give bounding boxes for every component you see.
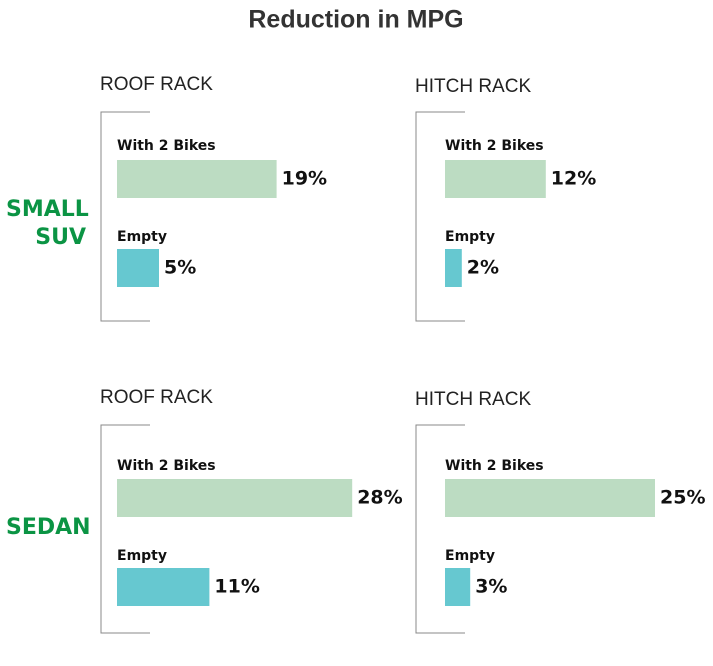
- value-label: 11%: [214, 576, 259, 598]
- panel-title: ROOF RACK: [100, 387, 213, 408]
- value-label: 25%: [660, 487, 705, 509]
- category-label: With 2 Bikes: [117, 458, 216, 474]
- bar: [117, 249, 159, 287]
- category-label: With 2 Bikes: [117, 138, 216, 154]
- category-label: Empty: [117, 229, 167, 245]
- value-label: 3%: [475, 576, 507, 598]
- bar: [445, 160, 546, 198]
- bracket: [100, 111, 150, 322]
- value-label: 28%: [357, 487, 402, 509]
- bar: [445, 568, 471, 606]
- value-label: 12%: [551, 168, 596, 190]
- panel-title: ROOF RACK: [100, 74, 213, 95]
- category-label: Empty: [445, 548, 495, 564]
- bar: [445, 479, 655, 517]
- bracket: [100, 424, 150, 634]
- category-label: With 2 Bikes: [445, 458, 544, 474]
- bracket: [415, 111, 465, 322]
- category-label: With 2 Bikes: [445, 138, 544, 154]
- row-label: SEDAN: [6, 515, 91, 540]
- value-label: 19%: [282, 168, 327, 190]
- value-label: 2%: [467, 257, 499, 279]
- bar: [445, 249, 462, 287]
- bracket: [415, 424, 465, 634]
- bar: [117, 568, 210, 606]
- bar: [117, 160, 277, 198]
- bar: [117, 479, 353, 517]
- category-label: Empty: [445, 229, 495, 245]
- panel-title: HITCH RACK: [415, 76, 531, 97]
- chart-title: Reduction in MPG: [248, 6, 463, 34]
- value-label: 5%: [164, 257, 196, 279]
- row-label: SMALL SUV: [6, 197, 89, 250]
- panel-title: HITCH RACK: [415, 389, 531, 410]
- category-label: Empty: [117, 548, 167, 564]
